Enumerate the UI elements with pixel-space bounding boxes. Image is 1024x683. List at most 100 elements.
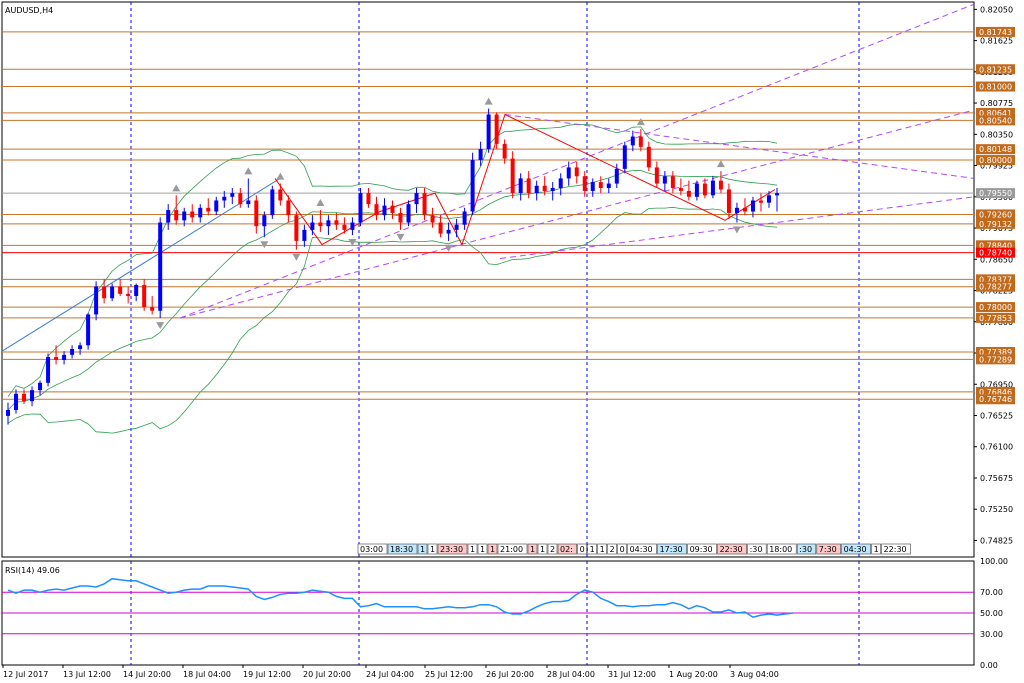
candle-body[interactable] <box>646 146 651 168</box>
candle-body[interactable] <box>630 136 635 146</box>
candle-body[interactable] <box>6 409 10 416</box>
candle-body[interactable] <box>278 189 283 201</box>
candle-body[interactable] <box>294 215 299 241</box>
candle-body[interactable] <box>30 390 35 402</box>
candle-body[interactable] <box>590 182 595 191</box>
candle-body[interactable] <box>566 167 571 179</box>
candle-body[interactable] <box>366 193 371 205</box>
candle-body[interactable] <box>214 200 219 212</box>
candle-body[interactable] <box>78 345 83 349</box>
candle-body[interactable] <box>462 211 467 225</box>
candle-body[interactable] <box>734 207 739 213</box>
candle-body[interactable] <box>550 187 555 191</box>
candle-body[interactable] <box>118 286 123 294</box>
candle-body[interactable] <box>222 196 227 201</box>
candle-body[interactable] <box>62 354 67 360</box>
candle-body[interactable] <box>654 167 659 184</box>
candle-body[interactable] <box>742 207 747 212</box>
candle-body[interactable] <box>326 220 331 227</box>
candle-body[interactable] <box>766 195 771 203</box>
candle-body[interactable] <box>350 222 355 230</box>
candle-body[interactable] <box>710 180 715 196</box>
candle-body[interactable] <box>390 205 395 213</box>
rsi-line[interactable] <box>7 577 794 619</box>
candle-body[interactable] <box>374 204 379 216</box>
candle-body[interactable] <box>94 286 99 315</box>
price-panel[interactable]: 0.820500.816250.812000.807750.803500.799… <box>1 1 1015 558</box>
candle-body[interactable] <box>494 114 499 144</box>
candle-body[interactable] <box>158 222 163 311</box>
candle-body[interactable] <box>230 193 235 197</box>
candle-body[interactable] <box>334 220 339 225</box>
candle-body[interactable] <box>430 215 435 223</box>
candle-body[interactable] <box>438 222 443 234</box>
candle-body[interactable] <box>102 286 107 299</box>
candle-body[interactable] <box>46 357 51 383</box>
candle-body[interactable] <box>702 183 707 196</box>
candle-body[interactable] <box>582 176 587 191</box>
candle-body[interactable] <box>286 200 291 216</box>
candle-body[interactable] <box>166 210 171 223</box>
candle-body[interactable] <box>110 286 115 299</box>
channel-trendline[interactable] <box>179 3 975 319</box>
candle-body[interactable] <box>70 348 75 355</box>
candle-body[interactable] <box>518 178 523 194</box>
candle-body[interactable] <box>686 190 691 197</box>
channel-trendline[interactable] <box>179 109 975 319</box>
candle-body[interactable] <box>670 176 675 188</box>
candle-body[interactable] <box>86 314 91 346</box>
candle-body[interactable] <box>502 143 507 159</box>
candle-body[interactable] <box>302 229 307 241</box>
rsi-panel[interactable]: 100.00 70.00 50.00 30.00 0.00 <box>1 557 1008 670</box>
candle-body[interactable] <box>206 207 211 212</box>
candle-body[interactable] <box>694 183 699 197</box>
candle-body[interactable] <box>190 211 195 218</box>
candle-body[interactable] <box>182 211 187 221</box>
candle-body[interactable] <box>678 187 683 191</box>
candle-body[interactable] <box>174 210 179 221</box>
candle-body[interactable] <box>38 382 43 391</box>
candle-body[interactable] <box>606 183 611 188</box>
candle-body[interactable] <box>14 393 19 410</box>
candle-body[interactable] <box>598 182 603 188</box>
candle-body[interactable] <box>198 207 203 218</box>
candle-body[interactable] <box>382 205 387 216</box>
candle-body[interactable] <box>534 185 539 194</box>
candle-body[interactable] <box>574 167 579 177</box>
candle-body[interactable] <box>614 168 619 184</box>
candle-body[interactable] <box>662 176 667 184</box>
candle-body[interactable] <box>718 180 723 190</box>
candle-body[interactable] <box>54 357 59 360</box>
candle-body[interactable] <box>238 193 243 205</box>
candle-body[interactable] <box>150 307 155 311</box>
candle-body[interactable] <box>510 158 515 194</box>
candle-body[interactable] <box>758 200 763 203</box>
candle-body[interactable] <box>775 193 779 196</box>
candle-body[interactable] <box>318 222 323 227</box>
candle-body[interactable] <box>726 189 731 213</box>
candle-body[interactable] <box>406 204 411 223</box>
candle-body[interactable] <box>422 193 427 216</box>
candle-body[interactable] <box>542 185 547 191</box>
candle-body[interactable] <box>470 160 475 212</box>
candle-body[interactable] <box>398 212 403 223</box>
candle-body[interactable] <box>454 224 459 230</box>
candle-body[interactable] <box>358 193 363 223</box>
candle-body[interactable] <box>750 200 755 212</box>
candle-body[interactable] <box>270 189 275 216</box>
candle-body[interactable] <box>310 222 315 230</box>
candle-body[interactable] <box>134 285 139 297</box>
candle-body[interactable] <box>526 178 531 194</box>
candle-body[interactable] <box>638 136 643 147</box>
candle-body[interactable] <box>486 114 491 150</box>
candle-body[interactable] <box>478 149 483 161</box>
candle-body[interactable] <box>622 145 627 169</box>
candle-body[interactable] <box>446 229 451 234</box>
channel-trendline[interactable] <box>504 113 975 179</box>
candle-body[interactable] <box>126 293 131 297</box>
candle-body[interactable] <box>22 393 27 402</box>
candle-body[interactable] <box>558 178 563 188</box>
candle-body[interactable] <box>254 200 259 227</box>
candle-body[interactable] <box>342 224 347 230</box>
